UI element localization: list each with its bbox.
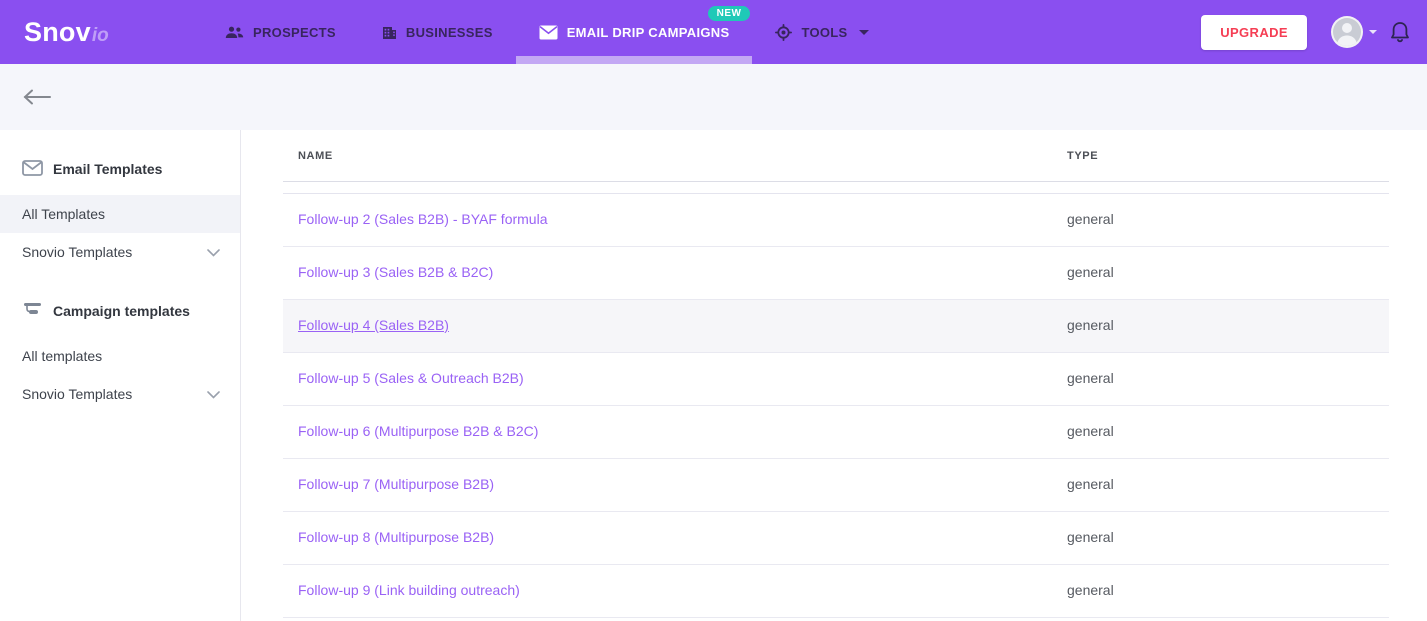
sequence-icon <box>22 302 43 321</box>
mail-icon <box>539 25 558 40</box>
people-icon <box>225 26 244 39</box>
navbar-right: UPGRADE <box>1201 14 1427 50</box>
nav-item-label: BUSINESSES <box>405 24 493 40</box>
sidebar-item-all-campaign-templates[interactable]: All templates <box>0 337 240 375</box>
template-table-body: Follow-up 2 (Sales B2B) - BYAF formula g… <box>283 194 1389 618</box>
nav-item-label: TOOLS <box>801 24 848 40</box>
envelope-icon <box>22 159 43 179</box>
chevron-down-icon <box>1369 30 1377 34</box>
nav-item-label: EMAIL DRIP CAMPAIGNS <box>566 24 730 40</box>
template-type: general <box>1067 264 1114 280</box>
table-row: Follow-up 2 (Sales B2B) - BYAF formula g… <box>283 194 1389 247</box>
snovio-logo[interactable]: Snov io <box>0 17 170 48</box>
table-header: NAME TYPE <box>283 130 1389 182</box>
template-type: general <box>1067 423 1114 439</box>
table-row: Follow-up 4 (Sales B2B) general <box>283 300 1389 353</box>
target-icon <box>775 23 793 41</box>
nav-item-label: PROSPECTS <box>253 24 336 40</box>
template-type: general <box>1067 476 1114 492</box>
template-link[interactable]: Follow-up 9 (Link building outreach) <box>298 582 520 598</box>
notifications-bell-icon[interactable] <box>1389 20 1411 44</box>
template-link[interactable]: Follow-up 7 (Multipurpose B2B) <box>298 476 495 492</box>
template-type: general <box>1067 582 1114 598</box>
chevron-down-icon <box>858 29 869 35</box>
nav-item-email-drip-campaigns[interactable]: EMAIL DRIP CAMPAIGNS NEW <box>515 0 753 64</box>
sidebar-item-label: All templates <box>22 348 103 364</box>
section-title: Campaign templates <box>53 303 190 319</box>
template-link[interactable]: Follow-up 6 (Multipurpose B2B & B2C) <box>298 423 539 439</box>
table-row: Follow-up 6 (Multipurpose B2B & B2C) gen… <box>283 406 1389 459</box>
templates-table: NAME TYPE Follow-up 2 (Sales B2B) - BYAF… <box>283 130 1389 618</box>
template-link[interactable]: Follow-up 5 (Sales & Outreach B2B) <box>298 370 524 386</box>
template-type: general <box>1067 317 1114 333</box>
column-header-name: NAME <box>298 149 333 162</box>
upgrade-button[interactable]: UPGRADE <box>1201 14 1307 50</box>
template-link[interactable]: Follow-up 2 (Sales B2B) - BYAF formula <box>298 211 548 227</box>
nav-item-businesses[interactable]: BUSINESSES <box>359 0 516 64</box>
table-row: Follow-up 3 (Sales B2B & B2C) general <box>283 247 1389 300</box>
account-menu[interactable] <box>1331 16 1377 48</box>
chevron-down-icon <box>207 244 220 260</box>
nav-item-tools[interactable]: TOOLS <box>752 0 891 64</box>
template-type: general <box>1067 529 1114 545</box>
sidebar-item-snovio-templates[interactable]: Snovio Templates <box>0 233 240 271</box>
table-row: Follow-up 8 (Multipurpose B2B) general <box>283 512 1389 565</box>
template-link[interactable]: Follow-up 8 (Multipurpose B2B) <box>298 529 495 545</box>
sidebar-section-email-templates: Email Templates All Templates Snovio Tem… <box>0 155 240 271</box>
templates-main: NAME TYPE Follow-up 2 (Sales B2B) - BYAF… <box>241 130 1427 621</box>
table-row: Follow-up 9 (Link building outreach) gen… <box>283 565 1389 618</box>
sidebar-section-campaign-templates: Campaign templates All templates Snovio … <box>0 297 240 413</box>
building-icon <box>382 25 397 39</box>
template-link[interactable]: Follow-up 4 (Sales B2B) <box>298 317 449 333</box>
sidebar-item-label: All Templates <box>22 206 106 222</box>
sidebar: Email Templates All Templates Snovio Tem… <box>0 130 241 621</box>
page-subheader <box>0 64 1427 130</box>
logo-brand: Snov <box>24 16 91 47</box>
nav-item-prospects[interactable]: PROSPECTS <box>202 0 359 64</box>
avatar[interactable] <box>1331 16 1363 48</box>
column-header-type: TYPE <box>1067 149 1099 162</box>
new-badge: NEW <box>707 6 751 21</box>
template-type: general <box>1067 370 1114 386</box>
email-templates-header: Email Templates <box>0 155 240 183</box>
sidebar-item-label: Snovio Templates <box>22 244 133 260</box>
campaign-templates-header: Campaign templates <box>0 297 240 325</box>
template-link[interactable]: Follow-up 3 (Sales B2B & B2C) <box>298 264 494 280</box>
main-nav: PROSPECTS BUSINESSES <box>202 0 892 64</box>
table-row: Follow-up 5 (Sales & Outreach B2B) gener… <box>283 353 1389 406</box>
table-row: Follow-up 7 (Multipurpose B2B) general <box>283 459 1389 512</box>
back-button[interactable] <box>22 89 52 105</box>
sidebar-item-label: Snovio Templates <box>22 386 133 402</box>
partially-scrolled-row <box>283 182 1389 194</box>
sidebar-item-snovio-campaign-templates[interactable]: Snovio Templates <box>0 375 240 413</box>
template-type: general <box>1067 211 1114 227</box>
sidebar-item-all-templates[interactable]: All Templates <box>0 195 240 233</box>
chevron-down-icon <box>207 386 220 402</box>
logo-suffix: io <box>91 24 109 46</box>
top-navbar: Snov io PROSPECTS <box>0 0 1427 64</box>
section-title: Email Templates <box>53 161 163 177</box>
